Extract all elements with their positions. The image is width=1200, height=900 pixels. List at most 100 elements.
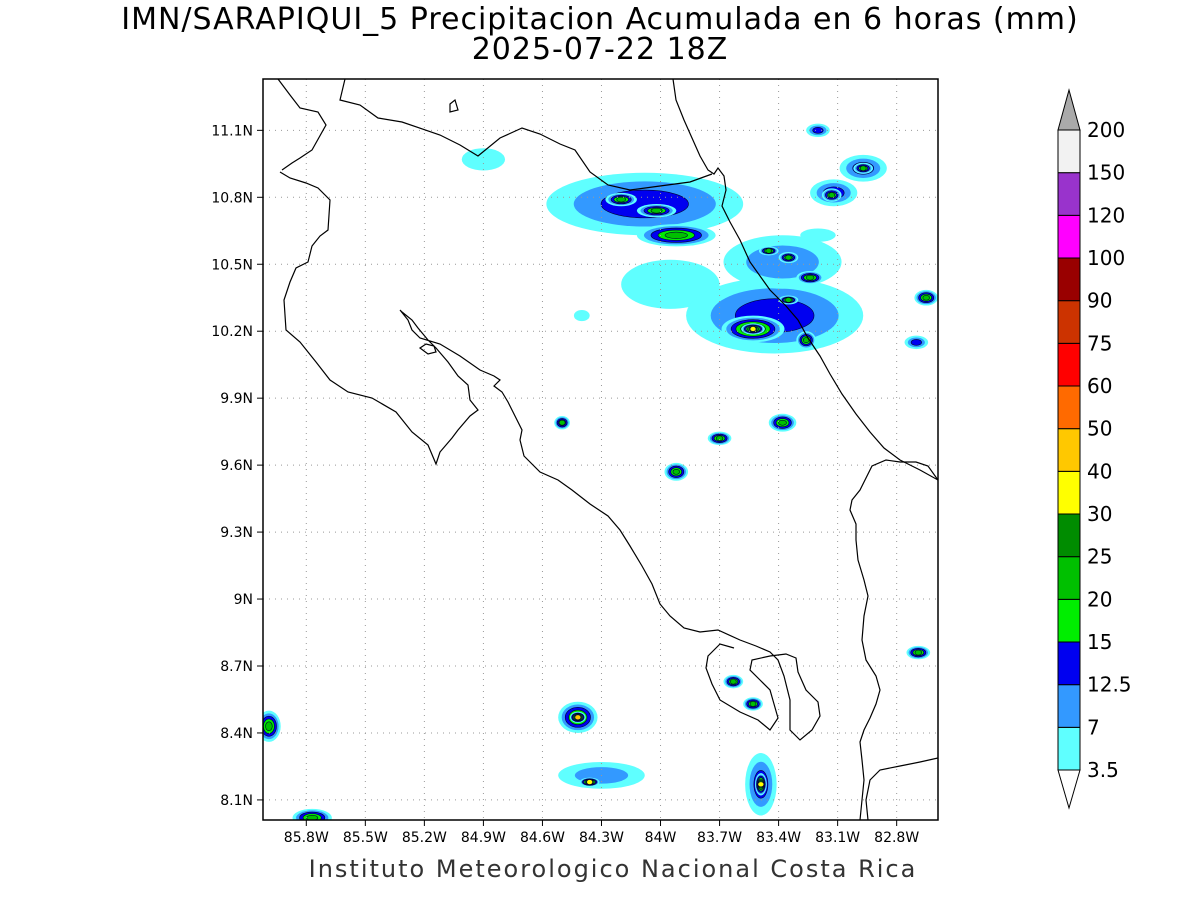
colorbar-label: 25	[1087, 545, 1112, 569]
precip-cell-contour	[749, 326, 757, 332]
colorbar-band	[1057, 300, 1081, 344]
precip-cell-contour	[616, 196, 626, 203]
colorbar-label: 100	[1087, 246, 1125, 270]
precip-cell-contour	[461, 148, 506, 171]
lat-tick-label: 8.4N	[220, 726, 253, 742]
precip-cell-contour	[558, 419, 566, 426]
colorbar-min-arrow	[1057, 769, 1081, 810]
colorbar-band	[1057, 257, 1081, 302]
precip-cell-contour	[805, 274, 815, 281]
nicaragua-pacific-coast	[277, 79, 327, 171]
colorbar-band	[1057, 726, 1081, 771]
colorbar-label: 7	[1087, 715, 1100, 739]
plot-frame	[262, 78, 939, 821]
longitude-axis: 85.8W 85.5W 85.2W 84.9W 84.6W 84.3W 84W 83.7W 83…	[284, 820, 919, 846]
colorbar-label: 75	[1087, 331, 1112, 355]
credit-footer: Instituto Meteorologico Nacional Costa R…	[308, 855, 918, 883]
lat-tick-label: 8.1N	[220, 793, 253, 809]
lat-tick-label: 9.9N	[220, 391, 253, 407]
precip-cell-contour	[265, 721, 273, 732]
precip-cell-contour	[812, 127, 824, 134]
lon-tick-label: 85.8W	[284, 830, 329, 846]
coastlines	[277, 79, 938, 820]
lon-tick-label: 82.8W	[874, 830, 919, 846]
precip-cell-contour	[574, 714, 582, 721]
nicaragua-costa-rica-border	[339, 79, 713, 191]
lat-tick-label: 9.3N	[220, 525, 253, 541]
precipitation-cells	[263, 123, 938, 820]
panama-border	[849, 459, 938, 820]
lat-tick-label: 10.5N	[211, 257, 253, 273]
caribbean-coast	[672, 79, 938, 481]
lat-tick-label: 9.6N	[220, 458, 253, 474]
precip-cell-contour	[914, 649, 922, 656]
colorbar-band	[1057, 385, 1081, 430]
colorbar-label: 30	[1087, 502, 1112, 526]
precip-cell-contour	[910, 339, 922, 346]
colorbar-band	[1057, 129, 1081, 174]
colorbar-label: 120	[1087, 203, 1125, 227]
precip-cell-contour	[757, 781, 765, 788]
lon-tick-label: 84.9W	[461, 830, 506, 846]
lon-tick-label: 84W	[645, 830, 677, 846]
colorbar-band	[1057, 470, 1081, 515]
colorbar-label: 200	[1087, 118, 1125, 142]
precip-cell-contour	[800, 228, 836, 242]
latitude-axis: 8.1N 8.4N 8.7N 9N 9.3N 9.6N 9.9N 10.2N 10.5N 10.8…	[211, 123, 263, 809]
colorbar-label: 40	[1087, 459, 1112, 483]
lat-tick-label: 11.1N	[211, 123, 253, 139]
burica-coast	[865, 757, 938, 820]
colorbar-label: 3.5	[1087, 758, 1119, 782]
colorbar-label: 15	[1087, 630, 1112, 654]
colorbar-band	[1057, 598, 1081, 643]
colorbar-label: 60	[1087, 374, 1112, 398]
colorbar: 3.5 7 12.5 15 20 25 30 40 50 60 75 90 100 120 150 200	[1057, 88, 1132, 810]
colorbar-band	[1057, 513, 1081, 558]
colorbar-band	[1057, 641, 1081, 686]
lon-tick-label: 84.3W	[579, 830, 624, 846]
colorbar-label: 90	[1087, 289, 1112, 313]
lon-tick-label: 83.1W	[815, 830, 860, 846]
precip-cell-contour	[715, 435, 724, 442]
colorbar-band	[1057, 684, 1081, 728]
nicaragua-lake-shore	[449, 98, 459, 113]
lat-tick-label: 8.7N	[220, 659, 253, 675]
precip-cell-contour	[778, 419, 787, 426]
lon-tick-label: 83.7W	[697, 830, 742, 846]
lon-tick-label: 84.6W	[520, 830, 565, 846]
colorbar-band	[1057, 428, 1081, 472]
precip-cell-contour	[650, 207, 663, 214]
precip-cell-contour	[749, 701, 757, 707]
lon-tick-label: 85.5W	[343, 830, 388, 846]
map-subtitle-datetime: 2025-07-22 18Z	[471, 32, 729, 67]
precip-cell-contour	[785, 254, 792, 261]
precip-cell-contour	[672, 468, 680, 475]
lon-tick-label: 83.4W	[756, 830, 801, 846]
precip-cell-contour	[621, 259, 720, 309]
colorbar-label: 50	[1087, 417, 1112, 441]
precip-cell-contour	[859, 165, 867, 172]
precip-cell-contour	[730, 678, 737, 685]
precip-cell-contour	[664, 231, 688, 239]
precip-cell-contour	[573, 310, 590, 322]
colorbar-band	[1057, 172, 1081, 216]
colorbar-band	[1057, 342, 1081, 387]
lat-tick-label: 10.8N	[211, 190, 253, 206]
colorbar-band	[1057, 214, 1081, 259]
lon-tick-label: 85.2W	[402, 830, 447, 846]
lat-tick-label: 9N	[234, 592, 253, 608]
map-title: IMN/SARAPIQUI_5 Precipitacion Acumulada …	[121, 2, 1079, 37]
guanacaste-pacific-coast	[279, 171, 821, 741]
precip-cell-contour	[828, 192, 836, 198]
lat-tick-label: 10.2N	[211, 324, 253, 340]
colorbar-label: 20	[1087, 587, 1112, 611]
colorbar-label: 150	[1087, 161, 1125, 185]
colorbar-band	[1057, 556, 1081, 600]
precip-cell-contour	[922, 294, 930, 301]
precip-cell-contour	[785, 297, 792, 303]
nicoya-lagoon	[418, 343, 437, 355]
precip-cell-contour	[765, 248, 773, 254]
precip-cell-contour	[586, 779, 593, 785]
colorbar-max-arrow	[1057, 88, 1081, 131]
